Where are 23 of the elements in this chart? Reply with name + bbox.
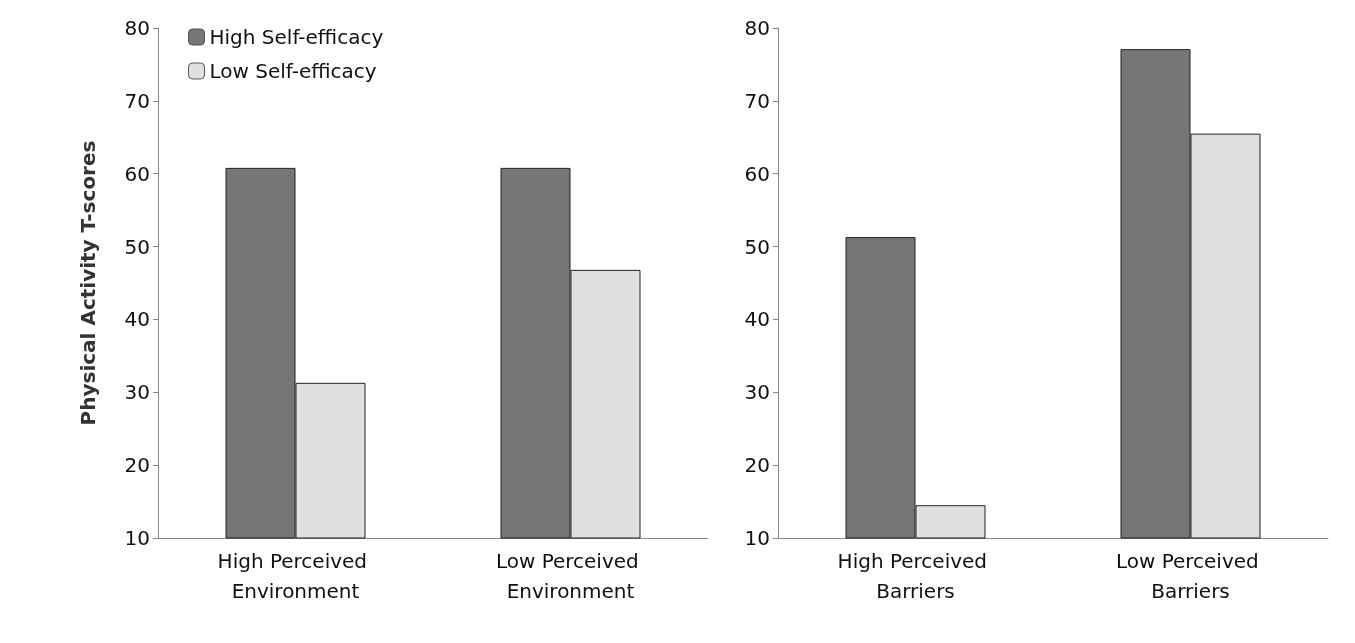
x-tick-label: High Perceived Environment <box>217 549 374 603</box>
y-tick-label: 30 <box>744 380 770 405</box>
y-tick-label: 10 <box>124 526 150 550</box>
y-tick-label: 80 <box>744 16 770 40</box>
y-tick-label: 10 <box>744 526 770 550</box>
y-tick-label: 20 <box>744 453 770 478</box>
legend-label: High Self-efficacy <box>209 25 384 49</box>
x-tick-label: High Perceived Barriers <box>837 549 994 603</box>
y-tick-label: 50 <box>124 234 150 259</box>
y-tick-label: 30 <box>124 380 150 405</box>
y-tick-label: 60 <box>744 161 770 186</box>
y-axis-title: Physical Activity T-scores <box>76 140 100 426</box>
y-tick-label: 40 <box>124 307 150 332</box>
y-tick-label: 20 <box>124 453 150 478</box>
x-tick-label: Low Perceived Barriers <box>1115 549 1266 603</box>
legend-label: Low Self-efficacy <box>209 59 377 83</box>
y-tick-label: 60 <box>124 161 150 186</box>
y-tick-label: 70 <box>124 88 150 113</box>
y-tick-label: 40 <box>744 307 770 332</box>
y-tick-label: 50 <box>744 234 770 259</box>
y-tick-label: 80 <box>124 16 150 40</box>
y-tick-label: 70 <box>744 88 770 113</box>
x-tick-label: Low Perceived Environment <box>495 549 646 603</box>
